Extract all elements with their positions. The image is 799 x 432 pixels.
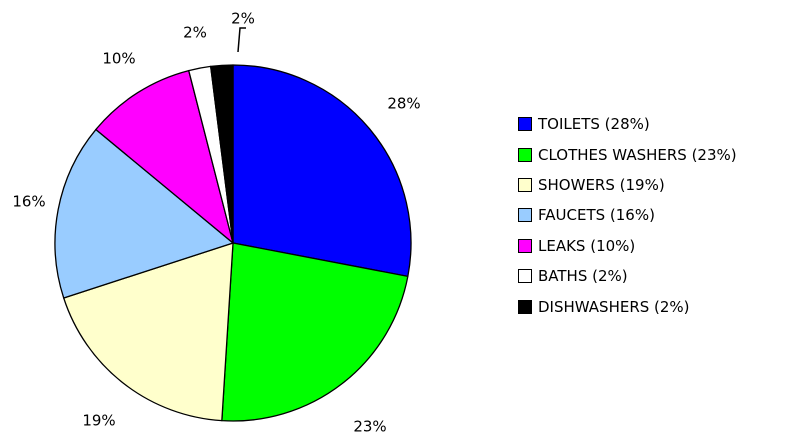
slice-label-1: 23% [353,418,386,432]
legend-item-2: SHOWERS (19%) [518,170,737,200]
legend-item-0: TOILETS (28%) [518,109,737,139]
legend-swatch-3 [518,208,532,223]
pie-slice-6 [210,64,234,244]
legend-label-6: DISHWASHERS (2%) [538,297,690,316]
legend-label-0: TOILETS (28%) [538,115,650,134]
legend-label-2: SHOWERS (19%) [538,175,665,194]
pie-slices [54,64,412,422]
pie-slice-2 [63,242,234,422]
legend-item-3: FAUCETS (16%) [518,200,737,230]
legend-item-1: CLOTHES WASHERS (23%) [518,139,737,169]
slice-labels: 28% 23% 19% 16% 10% 2% 2% [12,10,420,432]
legend-label-4: LEAKS (10%) [538,236,636,255]
slice-label-3: 16% [12,193,45,211]
legend-swatch-5 [518,269,532,284]
legend-label-5: BATHS (2%) [538,267,628,286]
legend: TOILETS (28%) CLOTHES WASHERS (23%) SHOWER… [518,109,737,322]
legend-swatch-4 [518,238,532,253]
pie-slice-0 [232,64,412,277]
legend-item-5: BATHS (2%) [518,261,737,291]
legend-swatch-0 [518,117,532,132]
legend-swatch-2 [518,177,532,192]
slice-label-0: 28% [387,95,420,113]
legend-swatch-6 [518,299,532,314]
pie-slice-4 [95,69,234,244]
pie-slice-1 [221,242,409,422]
slice-label-5: 2% [183,24,207,42]
legend-swatch-1 [518,147,532,162]
slice-label-4: 10% [102,50,135,68]
slice-label-6: 2% [231,10,255,28]
legend-label-3: FAUCETS (16%) [538,206,655,225]
leader-line-6 [237,27,246,53]
legend-item-6: DISHWASHERS (2%) [518,291,737,321]
slice-label-2: 19% [82,412,115,430]
legend-label-1: CLOTHES WASHERS (23%) [538,145,737,164]
pie-slice-3 [54,128,234,299]
legend-item-4: LEAKS (10%) [518,231,737,261]
leader-lines [237,27,246,53]
